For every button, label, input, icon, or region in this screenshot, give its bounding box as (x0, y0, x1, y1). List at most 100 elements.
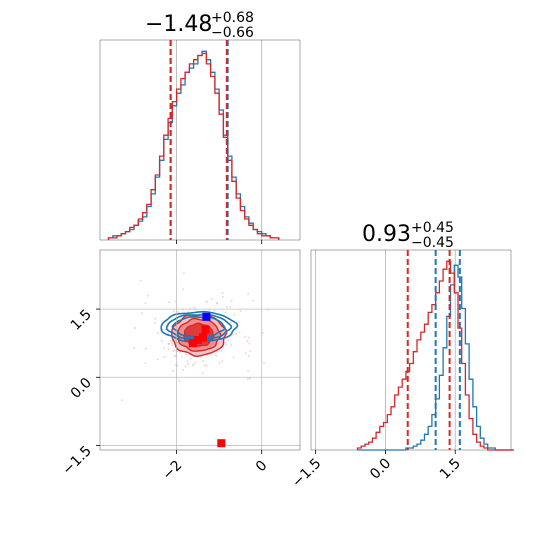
contour-sample-point (232, 333, 235, 336)
contour-xtick-label-1: 0 (253, 458, 271, 476)
contour-sample-point (261, 331, 264, 334)
contour-sample-point (230, 299, 233, 302)
contour-sample-point (154, 322, 156, 324)
contour-sample-point (233, 313, 236, 316)
title-param2: 0.93 (362, 222, 411, 247)
contour-sample-point (174, 300, 177, 303)
marker-square-0 (202, 312, 211, 321)
contour-sample-point (160, 340, 163, 342)
contour-sample-point (247, 336, 250, 339)
contour-sample-point (144, 347, 147, 350)
contour-sample-point (144, 362, 147, 365)
contour-sample-point (239, 309, 242, 312)
contour-sample-point (248, 342, 251, 345)
contour-sample-point (249, 350, 252, 353)
contour-sample-point (169, 339, 172, 342)
hist-param2-xtick-label-2: 1.5 (437, 456, 464, 483)
contour-sample-point (225, 305, 228, 308)
contour-sample-point (154, 317, 157, 320)
contour-sample-point (168, 301, 171, 304)
contour-sample-point (172, 349, 175, 352)
contour-sample-point (205, 300, 208, 303)
contour-sample-point (189, 357, 192, 360)
contour-sample-point (141, 312, 143, 315)
contour-sample-point (221, 360, 224, 363)
contour-sample-point (229, 305, 232, 308)
contour-sample-point (177, 311, 180, 313)
hist-param1-axes-frame (99, 39, 301, 241)
contour-sample-point (235, 333, 238, 336)
hist-param2-hist-series-0 (357, 264, 514, 451)
contour-sample-point (173, 310, 175, 313)
marker-square-3 (193, 336, 202, 344)
title-param1-upper: +0.68 (211, 10, 254, 26)
contour-sample-point (182, 272, 185, 275)
contour-sample-point (164, 328, 167, 331)
contour-sample-point (224, 311, 227, 314)
contour-sample-point (179, 351, 182, 354)
contour-sample-point (232, 356, 235, 359)
contour-sample-point (216, 301, 218, 304)
contour-sample-point (192, 306, 195, 309)
contour-sample-point (146, 294, 149, 297)
contour-sample-point (171, 344, 174, 347)
contour-sample-point (139, 279, 142, 282)
contour-sample-point (238, 331, 241, 334)
contour-sample-point (218, 361, 221, 364)
contour-sample-point (194, 361, 197, 364)
contour-sample-point (252, 299, 255, 302)
contour-ytick-label-2: 1.5 (68, 307, 95, 334)
contour-axes-frame (99, 249, 301, 451)
contour-sample-point (180, 355, 183, 358)
contour-sample-point (201, 372, 204, 374)
contour-panel-param1-param2: −2 0 −1.5 0.0 1.5 (59, 249, 301, 484)
title-param1: −1.48 (145, 12, 212, 37)
hist-param2-xtick-label-1: 0.0 (367, 456, 394, 483)
contour-sample-point (247, 369, 250, 372)
marker-square-5 (217, 439, 226, 448)
contour-sample-point (163, 346, 166, 349)
contour-sample-point (182, 288, 185, 291)
contour-sample-point (229, 321, 232, 324)
contour-sample-point (182, 369, 185, 371)
hist-param1-hist-series-0 (107, 50, 280, 240)
contour-sample-point (121, 399, 124, 402)
contour-sample-point (237, 320, 240, 323)
contour-sample-point (163, 356, 166, 358)
contour-sample-point (170, 342, 173, 345)
contour-sample-point (133, 347, 136, 350)
contour-sample-point (213, 309, 216, 312)
contour-sample-point (156, 358, 159, 361)
contour-sample-point (247, 292, 250, 295)
contour-sample-point (178, 379, 181, 382)
hist-param2-hist-series-1 (356, 260, 514, 451)
contour-sample-point (227, 339, 230, 341)
contour-sample-point (203, 364, 206, 367)
hist-param2-xtick-label-0: −1.5 (289, 456, 324, 491)
contour-sample-point (215, 354, 218, 357)
title-param2-lower: −0.45 (411, 235, 454, 251)
contour-sample-point (202, 359, 205, 362)
contour-xtick-label-0: −2 (160, 458, 186, 484)
contour-contour-blue-level-0 (160, 310, 239, 343)
marker-square-1 (201, 325, 210, 334)
contour-contour-blue-level-2 (171, 316, 226, 338)
contour-sample-point (173, 355, 176, 357)
contour-sample-point (156, 332, 159, 335)
contour-sample-point (221, 295, 224, 298)
contour-sample-point (248, 377, 251, 380)
contour-sample-point (192, 364, 194, 367)
contour-sample-point (246, 340, 249, 343)
contour-sample-point (230, 343, 233, 346)
contour-ytick-label-0: −1.5 (59, 443, 94, 478)
contour-sample-point (167, 347, 170, 350)
title-param2-upper: +0.45 (411, 220, 454, 236)
marker-square-4 (188, 339, 197, 348)
contour-sample-point (168, 343, 171, 345)
contour-sample-point (173, 349, 176, 352)
contour-ytick-label-1: 0.0 (68, 375, 95, 402)
contour-sample-point (205, 364, 208, 367)
contour-sample-point (144, 302, 147, 305)
contour-sample-point (187, 363, 190, 365)
